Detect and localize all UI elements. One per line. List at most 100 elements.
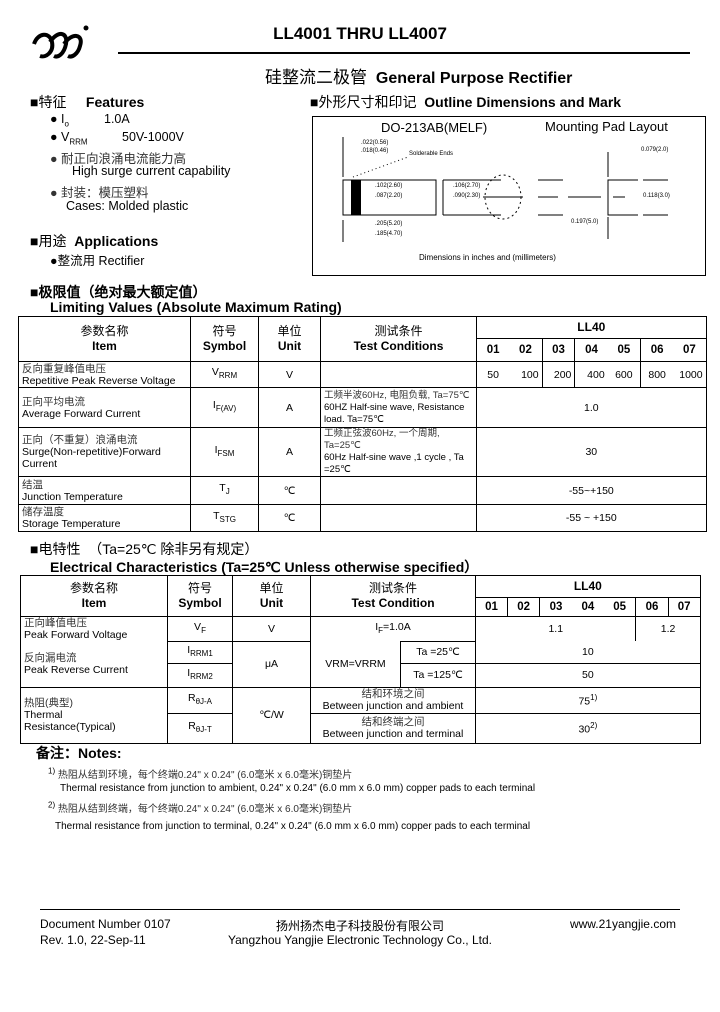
- value-cell: -55~+150: [476, 476, 707, 505]
- website-link[interactable]: www.21yangjie.com: [569, 917, 676, 931]
- doc-number: Document Number 0107: [40, 917, 171, 931]
- item-cell: 正向（不重复）浪涌电流 Surge(Non-repetitive)Forward …: [18, 427, 191, 477]
- unit-cell: ℃: [258, 504, 321, 532]
- cond-cell: IF=1.0A: [309, 616, 477, 641]
- revision: Rev. 1.0, 22-Sep-11: [40, 933, 146, 947]
- item-cell: 结温 Junction Temperature: [18, 476, 191, 505]
- suffix-01: 01: [476, 338, 510, 362]
- suffix-02: 02: [507, 597, 541, 617]
- table-row: 正向（不重复）浪涌电流 Surge(Non-repetitive)Forward …: [18, 427, 707, 477]
- vrrm-sub: RRM: [69, 137, 88, 147]
- dim-pad-h: 0.118(3.0): [643, 193, 670, 199]
- symbol-cell: RθJ-T: [167, 712, 233, 744]
- table-row: 结温 Junction Temperature TJ ℃ -55~+150: [18, 476, 707, 505]
- value-cell: 1.0: [476, 387, 707, 428]
- electrical-heading-cn: ■电特性 （Ta=25℃ 除非另有规定）: [30, 541, 259, 557]
- table-row: 反向重复峰值电压 Repetitive Peak Reverse Voltage …: [18, 361, 707, 388]
- feature-vrrm: ● VRRM 50V-1000V: [50, 130, 184, 147]
- header-unit: 单位 Unit: [258, 316, 321, 362]
- suffix-02: 02: [509, 338, 543, 362]
- suffix-04: 04: [574, 338, 608, 362]
- outline-diagram: DO-213AB(MELF) Mounting Pad Layout .022(…: [312, 116, 706, 276]
- header-unit: 单位 Unit: [232, 575, 311, 617]
- symbol-cell: TJ: [190, 476, 259, 505]
- features-heading-en: Features: [85, 94, 145, 110]
- dim-lead2: .018(0.46): [361, 148, 389, 154]
- cond-ta-cell: Ta =125℃: [399, 662, 477, 688]
- unit-cell: A: [258, 427, 321, 477]
- suffix-06: 06: [639, 338, 674, 362]
- suffix-07: 07: [673, 338, 707, 362]
- table-row-ir1: 反向漏电流 Peak Reverse Current IRRM1 μA VRM=V…: [20, 640, 701, 688]
- value-cell: 1000: [673, 361, 707, 388]
- features-heading: ■特征 Features: [30, 92, 144, 112]
- electrical-heading-en: Electrical Characteristics (Ta=25℃ Unles…: [50, 559, 479, 575]
- suffix-05: 05: [607, 338, 641, 362]
- outline-heading-en: Outline Dimensions and Mark: [424, 94, 622, 110]
- symbol-cell: IRRM2: [167, 662, 233, 688]
- value-cell: 100: [509, 361, 543, 388]
- note-2-cn: 2) 热阻从结到终端，每个终端0.24" x 0.24" (6.0毫米 x 6.…: [48, 800, 353, 815]
- note-1-en: Thermal resistance from junction to ambi…: [60, 783, 536, 794]
- suffix-05: 05: [603, 597, 636, 617]
- header-part: LL40: [475, 575, 701, 598]
- item-cell: 正向峰值电压 Peak Forward Voltage: [20, 616, 168, 641]
- table-row-rth1: 热阻(典型) Thermal Resistance(Typical) RθJ-A ℃…: [20, 686, 701, 744]
- item-cell: 储存温度 Storage Temperature: [18, 504, 191, 532]
- value-cell: 30: [476, 427, 707, 477]
- unit-cell: ℃: [258, 476, 321, 505]
- package-drawing: [342, 137, 668, 242]
- symbol-cell: IRRM1: [167, 640, 233, 664]
- value-cell: -55 ~ +150: [476, 504, 707, 532]
- cond-cell: [320, 476, 477, 505]
- table-row-rth2: RθJ-T 结和终端之间 Between junction and termina…: [21, 712, 701, 744]
- io-label: I: [61, 112, 65, 126]
- vrrm-value: 50V-1000V: [122, 130, 184, 144]
- application-item: ●整流用 Rectifier: [50, 254, 145, 268]
- suffix-04: 04: [571, 597, 604, 617]
- table-row: 储存温度 Storage Temperature TSTG ℃ -55 ~ +15…: [18, 504, 707, 532]
- feature-io: ● Io 1.0A: [50, 112, 130, 129]
- suffix-01: 01: [475, 597, 509, 617]
- cond-cell: VRM=VRRM: [310, 641, 401, 688]
- value-cell: 200: [541, 361, 576, 388]
- unit-cell: μA: [232, 640, 311, 688]
- header-symbol: 符号 Symbol: [190, 316, 259, 362]
- dim-end1: .106(2.70): [453, 183, 481, 189]
- dim-pad-span: 0.197(5.0): [571, 219, 599, 225]
- value-cell: 302): [475, 712, 701, 744]
- cond-cell: [320, 361, 477, 388]
- feature-case-cn: ● 封装：模压塑料: [50, 186, 149, 200]
- item-cell: 热阻(典型) Thermal Resistance(Typical): [20, 686, 168, 744]
- table-row-vf: 正向峰值电压 Peak Forward Voltage VF V IF=1.0A …: [20, 616, 701, 642]
- cond-cell: [320, 504, 477, 532]
- features-heading-cn: ■特征: [30, 94, 67, 110]
- value-cell: 400: [574, 361, 608, 388]
- header-item: 参数名称 Item: [20, 575, 168, 617]
- dim-pad-w: 0.079(2.0): [641, 147, 669, 153]
- header-conditions: 测试条件 Test Conditions: [320, 316, 477, 362]
- feature-case-en: Cases: Molded plastic: [66, 199, 189, 213]
- suffix-03: 03: [541, 338, 576, 362]
- dim-len2: .185(4.70): [375, 231, 403, 237]
- notes-heading: 备注：Notes:: [36, 745, 122, 761]
- feature-surge-cn: ● 耐正向浪涌电流能力高: [50, 152, 187, 166]
- document-subtitle: 硅整流二极管 General Purpose Rectifier: [265, 63, 572, 88]
- unit-cell: V: [232, 616, 311, 642]
- symbol-cell: IFSM: [190, 427, 259, 477]
- symbol-cell: RθJ-A: [167, 686, 233, 714]
- unit-cell: ℃/W: [232, 686, 311, 744]
- table-header-row: 参数名称 Item 符号 Symbol 单位 Unit 测试条件 Test Condit…: [20, 575, 701, 617]
- value-cell: 1.2: [635, 616, 701, 641]
- cond-cell: 结和终端之间 Between junction and terminal: [309, 712, 477, 744]
- package-name: DO-213AB(MELF): [381, 120, 488, 135]
- item-cell: 反向重复峰值电压 Repetitive Peak Reverse Voltage: [18, 361, 191, 388]
- table-header-row: 参数名称 Item 符号 Symbol 单位 Unit 测试条件 Test Condit…: [18, 316, 707, 362]
- header-symbol: 符号 Symbol: [167, 575, 233, 617]
- value-cell: 50: [476, 361, 510, 388]
- item-cell: 正向平均电流 Average Forward Current: [18, 387, 191, 428]
- applications-heading: ■用途 Applications: [30, 231, 158, 251]
- value-cell: 751): [475, 686, 701, 714]
- unit-cell: A: [258, 387, 321, 428]
- limiting-heading-cn: ■极限值（绝对最大额定值）: [30, 284, 207, 300]
